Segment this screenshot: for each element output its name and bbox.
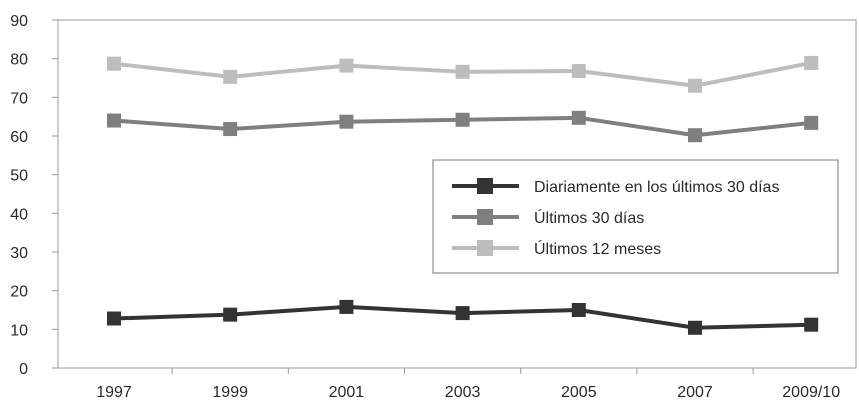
- data-point: [223, 69, 238, 84]
- data-point: [107, 56, 121, 71]
- y-tick-label: 50: [10, 168, 28, 185]
- data-point: [339, 299, 354, 314]
- legend-swatch-marker: [477, 209, 493, 225]
- data-point: [571, 64, 586, 79]
- data-point: [571, 303, 586, 317]
- axes: 0 10 20 30 40 50 60 70 80 90 1997 1999 2001 2003 2005 2…: [10, 13, 857, 401]
- data-point: [223, 122, 238, 137]
- data-point: [107, 311, 121, 326]
- x-tick-label: 2007: [677, 384, 713, 401]
- data-point: [455, 306, 470, 321]
- legend-label: Últimos 12 meses: [534, 239, 661, 258]
- legend-item: Últimos 30 días: [452, 208, 644, 227]
- data-point: [688, 128, 702, 143]
- y-tick-label: 70: [10, 90, 28, 107]
- x-tick-label: 1999: [212, 384, 248, 401]
- series-1: [107, 110, 819, 143]
- data-point: [455, 112, 470, 127]
- data-point: [804, 115, 819, 130]
- y-tick-label: 20: [10, 284, 28, 301]
- data-point: [688, 320, 702, 335]
- y-tick-label: 40: [10, 206, 28, 223]
- y-tick-label: 10: [10, 322, 28, 339]
- series-layer: [107, 55, 819, 335]
- legend-label: Últimos 30 días: [534, 208, 644, 227]
- legend-swatch-marker: [477, 240, 493, 256]
- legend: Diariamente en los últimos 30 días Último…: [432, 159, 839, 274]
- legend-item: Últimos 12 meses: [452, 239, 661, 258]
- x-tick-label: 2009/10: [782, 384, 840, 401]
- legend-item: Diariamente en los últimos 30 días: [452, 178, 779, 196]
- data-point: [339, 114, 354, 129]
- data-point: [223, 307, 238, 322]
- x-tick-label: 2005: [561, 384, 597, 401]
- legend-swatch-marker: [477, 178, 493, 194]
- y-tick-label: 80: [10, 52, 28, 69]
- data-point: [455, 64, 470, 79]
- data-point: [688, 78, 702, 93]
- series-2: [107, 55, 819, 93]
- y-tick-label: 30: [10, 245, 28, 262]
- y-tick-label: 60: [10, 129, 28, 146]
- x-tick-label: 2003: [445, 384, 481, 401]
- series-0: [107, 299, 819, 335]
- x-tick-label: 1997: [96, 384, 132, 401]
- data-point: [107, 113, 121, 128]
- x-tick-label: 2001: [329, 384, 365, 401]
- legend-label: Diariamente en los últimos 30 días: [534, 179, 779, 196]
- data-point: [571, 110, 586, 125]
- y-tick-label: 0: [19, 361, 28, 378]
- data-point: [804, 55, 819, 70]
- y-tick-label: 90: [10, 13, 28, 30]
- data-point: [804, 317, 819, 332]
- plot-frame: [57, 19, 857, 369]
- data-point: [339, 58, 354, 73]
